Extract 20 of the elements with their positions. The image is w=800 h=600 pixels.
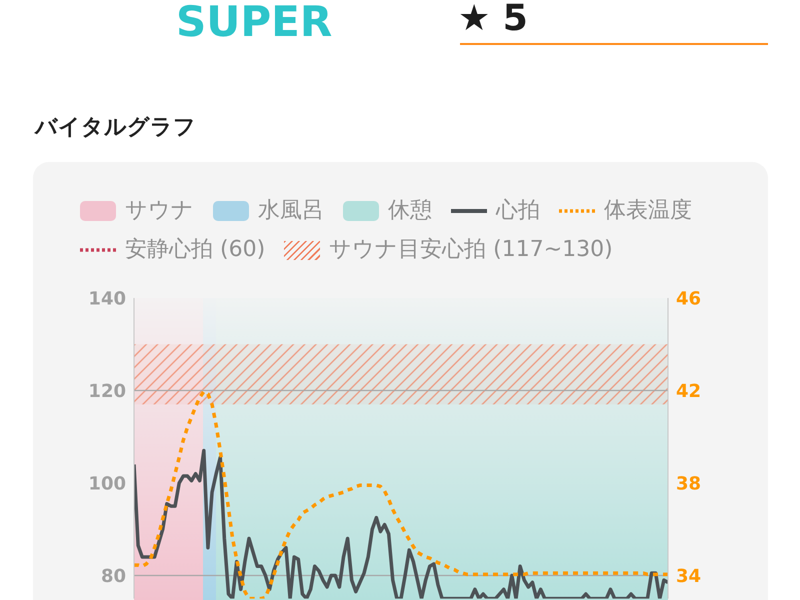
text: サウナ	[125, 198, 194, 224]
y-tick-label: 100	[88, 473, 126, 494]
y-tick-label: 120	[88, 380, 126, 402]
text: 休憩	[388, 198, 432, 224]
text: 安静心拍 (60)	[125, 237, 266, 262]
y2-tick-label: 34	[676, 566, 702, 587]
legend-label: サウナ目安心拍 (117~130)	[329, 237, 613, 263]
line-series	[134, 390, 668, 599]
text: 水風呂	[258, 198, 324, 224]
legend-label: 体表温度	[604, 198, 692, 224]
y2-tick-label: 46	[676, 288, 702, 310]
y-tick-label: 140	[88, 288, 126, 310]
line-series	[134, 448, 668, 599]
legend-label: 心拍	[496, 198, 540, 224]
y-tick-label: 80	[100, 566, 126, 587]
text: ★ 5	[458, 0, 528, 39]
chart-title: バイタルグラフ	[35, 114, 196, 142]
y2-tick-label: 38	[676, 473, 702, 494]
y2-tick-label: 42	[676, 380, 702, 402]
text: SUPER	[176, 0, 332, 46]
